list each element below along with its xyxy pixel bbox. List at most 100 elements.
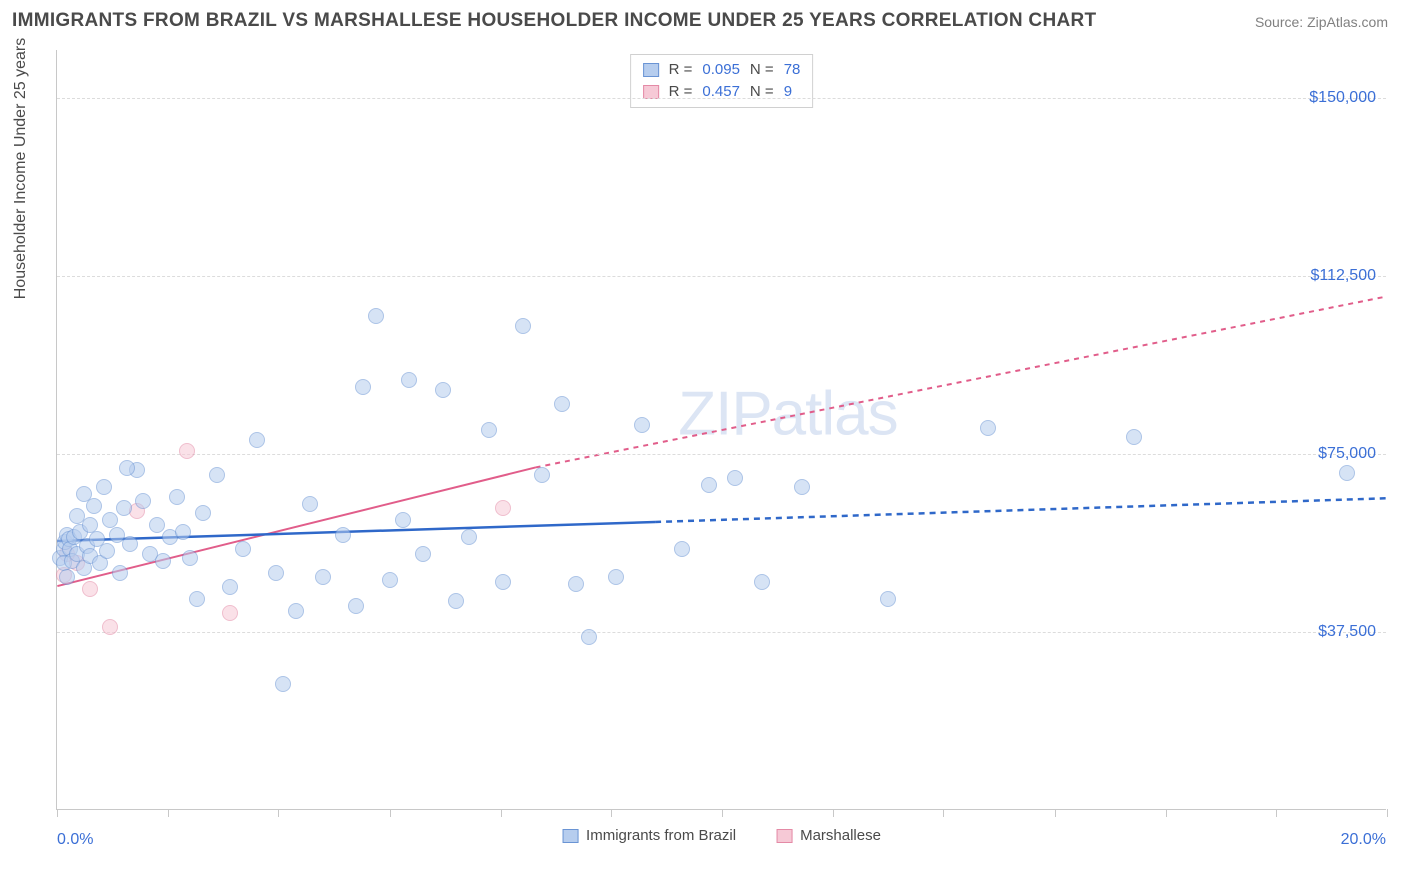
- legend-item: Immigrants from Brazil: [562, 827, 736, 844]
- legend-swatch: [776, 829, 792, 843]
- chart-title: IMMIGRANTS FROM BRAZIL VS MARSHALLESE HO…: [12, 10, 1096, 32]
- brazil-point: [119, 460, 135, 476]
- marshallese-point: [495, 500, 511, 516]
- brazil-point: [534, 467, 550, 483]
- legend-text: N =: [750, 59, 774, 81]
- brazil-point: [481, 422, 497, 438]
- legend-text: R =: [669, 81, 693, 103]
- brazil-point: [315, 569, 331, 585]
- brazil-point: [368, 308, 384, 324]
- legend-text: 78: [784, 59, 801, 81]
- x-tick: [943, 809, 944, 817]
- legend-text: R =: [669, 59, 693, 81]
- x-tick: [57, 809, 58, 817]
- legend-text: 9: [784, 81, 792, 103]
- brazil-point: [288, 603, 304, 619]
- marshallese-point: [179, 443, 195, 459]
- y-tick-label: $150,000: [1309, 89, 1376, 107]
- brazil-point: [302, 496, 318, 512]
- legend-series: Immigrants from Brazil Marshallese: [562, 827, 881, 844]
- brazil-point: [515, 318, 531, 334]
- brazil-point: [568, 576, 584, 592]
- brazil-point: [727, 470, 743, 486]
- brazil-point: [401, 372, 417, 388]
- brazil-point: [355, 379, 371, 395]
- x-tick: [168, 809, 169, 817]
- legend-text: 0.095: [702, 59, 740, 81]
- legend-row: R = 0.457 N = 9: [643, 81, 801, 103]
- gridline-h: [57, 454, 1386, 455]
- brazil-point: [415, 546, 431, 562]
- x-tick: [833, 809, 834, 817]
- brazil-point: [382, 572, 398, 588]
- legend-label: Marshallese: [800, 827, 881, 844]
- brazil-point: [608, 569, 624, 585]
- plot-area: ZIPatlas R =0.095N =78R =0.457N =9 Immig…: [56, 50, 1386, 810]
- legend-text: 0.457: [702, 81, 740, 103]
- x-tick: [1166, 809, 1167, 817]
- brazil-point: [195, 505, 211, 521]
- brazil-point: [554, 396, 570, 412]
- brazil-point: [335, 527, 351, 543]
- brazil-point: [99, 543, 115, 559]
- x-tick: [1387, 809, 1388, 817]
- brazil-point: [96, 479, 112, 495]
- brazil-point: [169, 489, 185, 505]
- brazil-point: [435, 382, 451, 398]
- brazil-point: [189, 591, 205, 607]
- legend-swatch: [562, 829, 578, 843]
- x-tick: [501, 809, 502, 817]
- x-tick: [611, 809, 612, 817]
- brazil-point: [754, 574, 770, 590]
- brazil-point: [794, 479, 810, 495]
- brazil-point: [175, 524, 191, 540]
- gridline-h: [57, 98, 1386, 99]
- y-axis-title: Householder Income Under 25 years: [12, 38, 30, 299]
- brazil-point: [235, 541, 251, 557]
- legend-text: N =: [750, 81, 774, 103]
- legend-correlation: R = 0.095 N = 78 R = 0.457 N = 9: [630, 54, 814, 108]
- marshallese-point: [102, 619, 118, 635]
- legend-item: Marshallese: [776, 827, 881, 844]
- brazil-point: [116, 500, 132, 516]
- x-tick-label: 20.0%: [1341, 831, 1386, 849]
- brazil-point: [395, 512, 411, 528]
- gridline-h: [57, 276, 1386, 277]
- brazil-point: [495, 574, 511, 590]
- source-label: Source: ZipAtlas.com: [1255, 14, 1388, 30]
- marshallese-point: [222, 605, 238, 621]
- brazil-point: [461, 529, 477, 545]
- brazil-point: [980, 420, 996, 436]
- x-tick-label: 0.0%: [57, 831, 93, 849]
- legend-label: Immigrants from Brazil: [586, 827, 736, 844]
- brazil-point: [275, 676, 291, 692]
- brazil-point: [209, 467, 225, 483]
- brazil-point: [182, 550, 198, 566]
- brazil-point: [448, 593, 464, 609]
- brazil-point: [581, 629, 597, 645]
- x-tick: [390, 809, 391, 817]
- gridline-h: [57, 632, 1386, 633]
- brazil-point: [1339, 465, 1355, 481]
- brazil-point: [701, 477, 717, 493]
- x-tick: [1276, 809, 1277, 817]
- brazil-point: [634, 417, 650, 433]
- brazil-point: [135, 493, 151, 509]
- brazil-point: [112, 565, 128, 581]
- y-tick-label: $75,000: [1318, 445, 1376, 463]
- brazil-point: [674, 541, 690, 557]
- x-tick: [1055, 809, 1056, 817]
- brazil-point: [86, 498, 102, 514]
- brazil-point: [59, 569, 75, 585]
- legend-swatch: [643, 63, 659, 77]
- y-tick-label: $37,500: [1318, 623, 1376, 641]
- brazil-point: [348, 598, 364, 614]
- marshallese-point: [82, 581, 98, 597]
- brazil-point: [155, 553, 171, 569]
- x-tick: [278, 809, 279, 817]
- y-tick-label: $112,500: [1310, 267, 1376, 285]
- legend-row: R = 0.095 N = 78: [643, 59, 801, 81]
- brazil-point: [268, 565, 284, 581]
- brazil-point: [149, 517, 165, 533]
- x-tick: [722, 809, 723, 817]
